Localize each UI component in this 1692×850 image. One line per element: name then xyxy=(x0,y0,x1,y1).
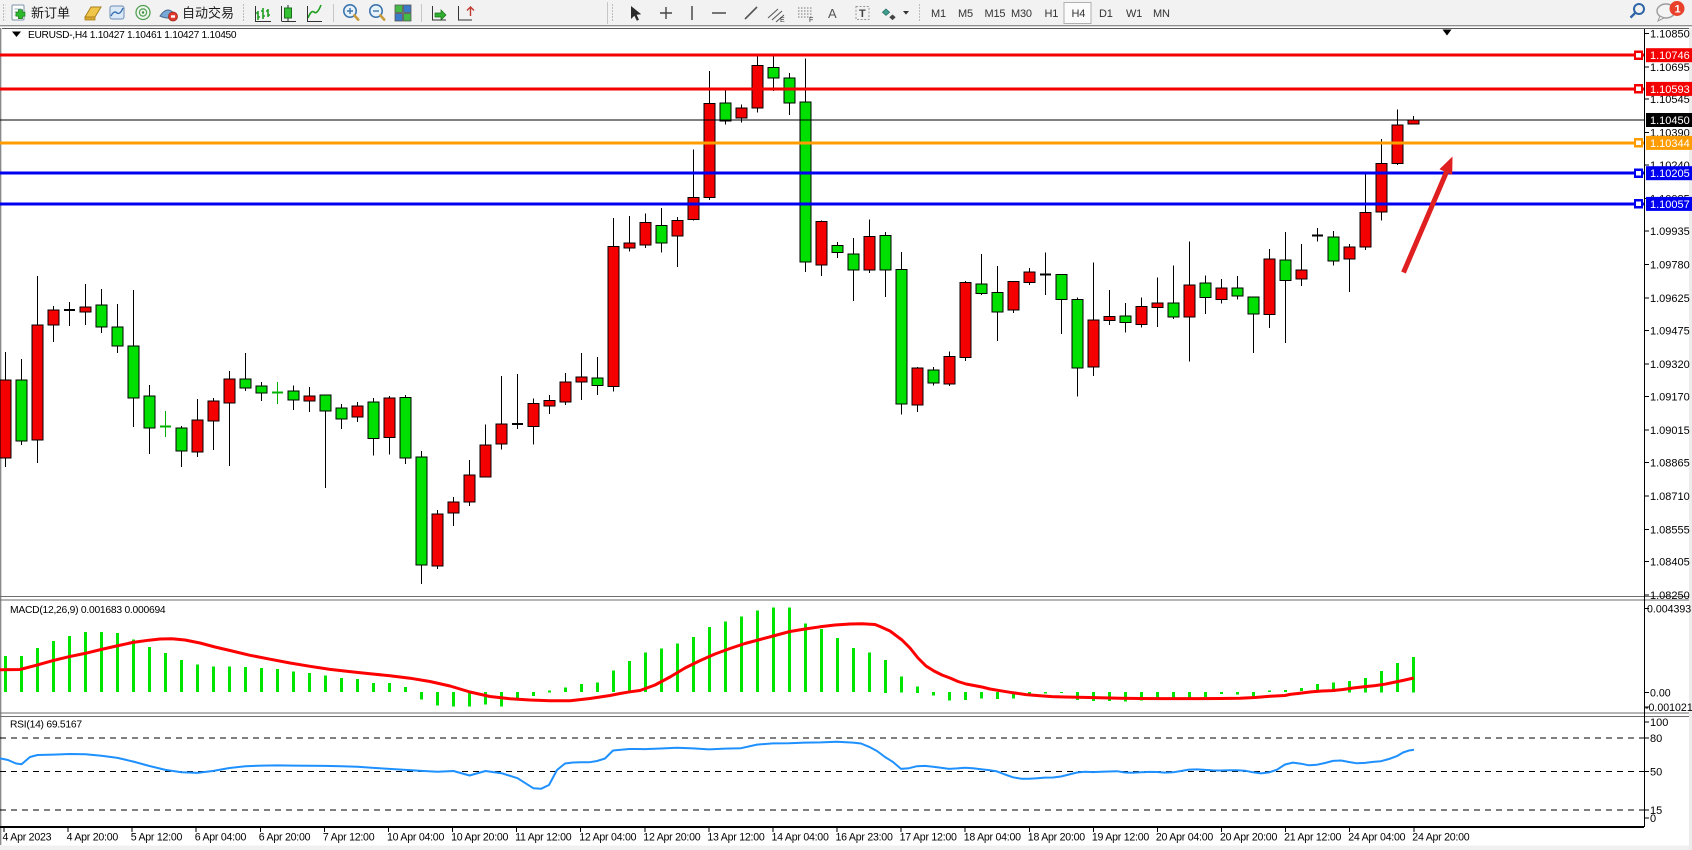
svg-text:1.10450: 1.10450 xyxy=(1650,115,1690,127)
svg-text:M15: M15 xyxy=(985,8,1006,20)
svg-text:RSI(14) 69.5167: RSI(14) 69.5167 xyxy=(10,720,82,731)
svg-text:24 Apr 04:00: 24 Apr 04:00 xyxy=(1348,832,1405,844)
svg-text:7 Apr 12:00: 7 Apr 12:00 xyxy=(323,832,375,844)
svg-text:1.08710: 1.08710 xyxy=(1650,491,1690,503)
svg-text:1.10205: 1.10205 xyxy=(1650,168,1690,180)
svg-text:1: 1 xyxy=(1675,4,1681,16)
svg-text:E: E xyxy=(780,17,785,24)
svg-text:20 Apr 20:00: 20 Apr 20:00 xyxy=(1220,832,1277,844)
svg-text:0.004393: 0.004393 xyxy=(1647,604,1691,616)
svg-text:EURUSD-,H4 1.10427 1.10461 1.: EURUSD-,H4 1.10427 1.10461 1.10427 1.104… xyxy=(28,30,237,41)
svg-text:1.10545: 1.10545 xyxy=(1650,94,1690,106)
svg-text:21 Apr 12:00: 21 Apr 12:00 xyxy=(1284,832,1341,844)
svg-text:19 Apr 12:00: 19 Apr 12:00 xyxy=(1092,832,1149,844)
svg-text:-0.001021: -0.001021 xyxy=(1645,702,1692,714)
svg-text:1.10850: 1.10850 xyxy=(1650,28,1690,40)
svg-text:自动交易: 自动交易 xyxy=(182,6,234,21)
svg-text:100: 100 xyxy=(1650,717,1668,729)
svg-text:12 Apr 04:00: 12 Apr 04:00 xyxy=(579,832,636,844)
svg-text:5 Apr 12:00: 5 Apr 12:00 xyxy=(131,832,183,844)
svg-text:1.08405: 1.08405 xyxy=(1650,557,1690,569)
svg-text:A: A xyxy=(828,6,837,21)
svg-text:80: 80 xyxy=(1650,733,1662,745)
svg-text:1.09170: 1.09170 xyxy=(1650,391,1690,403)
svg-text:10 Apr 20:00: 10 Apr 20:00 xyxy=(451,832,508,844)
svg-text:1.10746: 1.10746 xyxy=(1650,50,1690,62)
svg-text:11 Apr 12:00: 11 Apr 12:00 xyxy=(515,832,572,844)
svg-text:F: F xyxy=(809,17,813,24)
svg-text:4 Apr 20:00: 4 Apr 20:00 xyxy=(67,832,119,844)
svg-text:T: T xyxy=(859,8,866,20)
svg-text:20 Apr 04:00: 20 Apr 04:00 xyxy=(1156,832,1213,844)
svg-text:新订单: 新订单 xyxy=(31,6,70,21)
svg-text:D1: D1 xyxy=(1099,8,1113,20)
svg-text:1.09625: 1.09625 xyxy=(1650,293,1690,305)
svg-text:14 Apr 04:00: 14 Apr 04:00 xyxy=(772,832,829,844)
svg-text:H4: H4 xyxy=(1072,8,1086,20)
svg-text:6 Apr 04:00: 6 Apr 04:00 xyxy=(195,832,247,844)
svg-text:0: 0 xyxy=(1650,813,1656,825)
svg-text:1.10057: 1.10057 xyxy=(1650,199,1690,211)
svg-text:24 Apr 20:00: 24 Apr 20:00 xyxy=(1412,832,1469,844)
svg-text:4 Apr 2023: 4 Apr 2023 xyxy=(3,832,52,844)
svg-text:6 Apr 20:00: 6 Apr 20:00 xyxy=(259,832,311,844)
svg-text:10 Apr 04:00: 10 Apr 04:00 xyxy=(387,832,444,844)
svg-text:W1: W1 xyxy=(1126,8,1142,20)
svg-text:MN: MN xyxy=(1153,8,1170,20)
svg-text:50: 50 xyxy=(1650,766,1662,778)
svg-text:1.08250: 1.08250 xyxy=(1650,590,1690,602)
svg-text:M5: M5 xyxy=(958,8,973,20)
svg-text:M30: M30 xyxy=(1011,8,1032,20)
svg-text:1.08555: 1.08555 xyxy=(1650,524,1690,536)
svg-text:1.09780: 1.09780 xyxy=(1650,260,1690,272)
svg-text:0.00: 0.00 xyxy=(1650,688,1671,700)
svg-text:1.10344: 1.10344 xyxy=(1650,138,1690,150)
svg-text:H1: H1 xyxy=(1045,8,1059,20)
svg-text:1.10593: 1.10593 xyxy=(1650,84,1690,96)
svg-text:1.09475: 1.09475 xyxy=(1650,326,1690,338)
svg-text:17 Apr 12:00: 17 Apr 12:00 xyxy=(900,832,957,844)
svg-text:15: 15 xyxy=(1650,805,1662,817)
svg-text:1.08865: 1.08865 xyxy=(1650,457,1690,469)
svg-text:1.09320: 1.09320 xyxy=(1650,359,1690,371)
svg-text:18 Apr 04:00: 18 Apr 04:00 xyxy=(964,832,1021,844)
svg-text:1.10695: 1.10695 xyxy=(1650,62,1690,74)
svg-text:12 Apr 20:00: 12 Apr 20:00 xyxy=(643,832,700,844)
svg-text:1.09015: 1.09015 xyxy=(1650,425,1690,437)
svg-text:M1: M1 xyxy=(931,8,946,20)
svg-text:1.09935: 1.09935 xyxy=(1650,226,1690,238)
svg-text:18 Apr 20:00: 18 Apr 20:00 xyxy=(1028,832,1085,844)
svg-text:MACD(12,26,9) 0.001683 0.00069: MACD(12,26,9) 0.001683 0.000694 xyxy=(10,605,166,616)
svg-text:13 Apr 12:00: 13 Apr 12:00 xyxy=(707,832,764,844)
svg-text:16 Apr 23:00: 16 Apr 23:00 xyxy=(836,832,893,844)
